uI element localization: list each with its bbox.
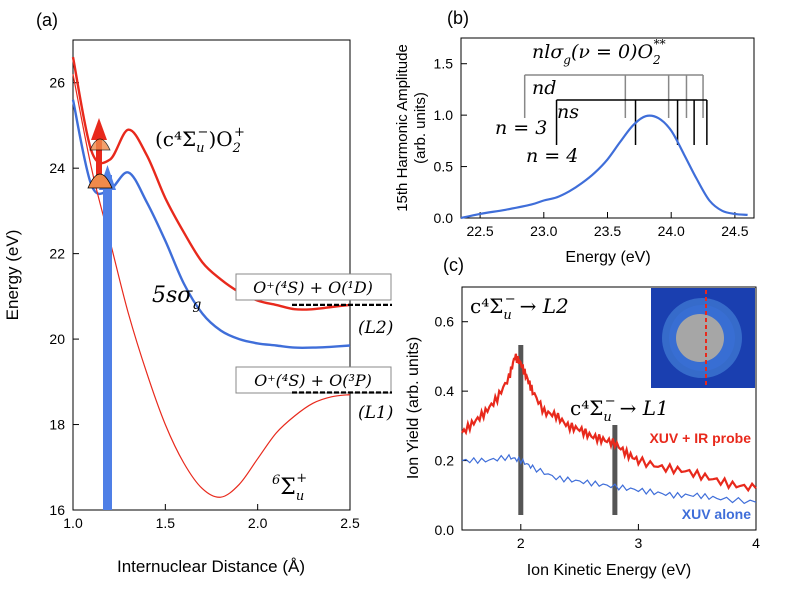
y-tick-label: 0.5 — [434, 159, 454, 175]
limit-L2-box — [235, 273, 392, 301]
x-tick-label: 2.0 — [248, 515, 268, 531]
x-tick-label: 3 — [635, 535, 643, 551]
panel-c-frame — [461, 286, 757, 531]
limit-L2-label: O⁺(⁴S) + O(¹D) — [253, 278, 373, 297]
wavepacket-upper — [89, 138, 111, 151]
arrow-L2-label: c⁴Σu− → L2 — [470, 292, 569, 323]
x-tick-label: 22.5 — [466, 223, 493, 239]
ns-label: ns — [557, 101, 579, 123]
y-tick-label: 0.0 — [434, 210, 454, 226]
x-tick-label: 23.5 — [594, 223, 621, 239]
panel-a-xlabel: Internuclear Distance (Å) — [117, 557, 305, 576]
x-tick-label: 2.5 — [340, 515, 360, 531]
y-tick-label: 26 — [49, 75, 65, 91]
harmonic-spectrum-line — [460, 114, 748, 220]
rydberg-state-label: 5sσg — [152, 283, 201, 313]
y-tick-label: 24 — [49, 160, 65, 176]
y-tick-label: 0.0 — [435, 522, 455, 538]
x-tick-label: 2 — [517, 535, 525, 551]
y-tick-label: 0.2 — [435, 453, 455, 469]
panel-a-ylabel: Energy (eV) — [3, 230, 22, 321]
limit-L1-box — [235, 366, 392, 394]
curve-repulsive-state — [72, 74, 351, 498]
panel-b-series-label: nlσg(ν = 0)O2** — [532, 37, 666, 67]
panel-c-xlabel: Ion Kinetic Energy (eV) — [527, 562, 692, 579]
panel-c-markers — [518, 345, 618, 515]
n3-label: n = 3 — [495, 117, 547, 139]
excitation-arrowhead-red — [91, 118, 107, 140]
limit-L2-tag: (L2) — [358, 318, 393, 338]
y-tick-label: 20 — [49, 331, 65, 347]
panel-b-xlabel: Energy (eV) — [565, 249, 650, 266]
y-tick-label: 1.5 — [434, 56, 454, 72]
upper-state-label: (c⁴Σu−)O2+ — [155, 125, 245, 156]
panel-c-ylabel: Ion Yield (arb. units) — [405, 337, 422, 479]
panel-b-ticks: 22.5 23.0 23.5 24.0 24.5 0.0 0.5 1.0 1.5 — [434, 56, 749, 239]
x-tick-label: 23.0 — [530, 223, 557, 239]
curve-rydberg-state — [71, 99, 351, 350]
y-tick-label: 0.4 — [435, 383, 455, 399]
excitation-arrow-red — [96, 140, 102, 180]
panel-a-curves — [71, 56, 351, 498]
wavepacket-lower — [87, 173, 113, 189]
panel-b-ylabel-line2: (arb. units) — [412, 92, 429, 164]
ion-yield-xuv-ir-line — [461, 353, 757, 493]
y-tick-label: 16 — [49, 502, 65, 518]
x-tick-label: 1.0 — [63, 515, 83, 531]
y-tick-label: 18 — [49, 417, 65, 433]
x-tick-label: 1.5 — [156, 515, 176, 531]
vmi-inset-image — [651, 288, 755, 388]
repulsive-state-label: 6Σu+ — [272, 471, 307, 504]
panel-c: (c) 2 3 40.00.20.40.6 c⁴Σu− → L2 c⁴Σu− → L1 … — [405, 255, 760, 579]
panel-b: (b) 22.5 23.0 23.5 24.0 24.5 0.0 0.5 1.0 1.5 nlσ… — [394, 8, 755, 266]
x-tick-label: 24.5 — [721, 223, 748, 239]
panel-c-label: (c) — [443, 255, 464, 275]
y-tick-label: 22 — [49, 246, 65, 262]
n4-label: n = 4 — [526, 145, 578, 167]
arrow-L1-label: c⁴Σu− → L1 — [570, 394, 669, 425]
panel-c-curves — [461, 353, 757, 505]
panel-b-rydberg-levels — [523, 74, 708, 145]
panel-a-ticks: 1.0 1.5 2.0 2.5 16 18 20 22 24 26 — [49, 75, 360, 531]
nd-label: nd — [532, 77, 556, 99]
y-tick-label: 0.6 — [435, 314, 455, 330]
panel-a-label: (a) — [36, 10, 58, 30]
x-tick-label: 4 — [752, 535, 760, 551]
excitation-arrow-blue — [103, 175, 112, 510]
limit-L1-tag: (L1) — [358, 403, 393, 423]
curve-upper-state — [71, 56, 351, 311]
y-tick-label: 1.0 — [434, 107, 454, 123]
x-tick-label: 24.0 — [658, 223, 685, 239]
panel-b-ylabel-line1: 15th Harmonic Amplitude — [394, 44, 411, 212]
legend-xuv-alone: XUV alone — [682, 506, 751, 522]
panel-b-curves — [460, 114, 748, 220]
panel-b-label: (b) — [447, 8, 469, 28]
panel-c-ticks: 2 3 4 0.0 0.2 0.4 0.6 — [435, 314, 761, 551]
limit-L1-label: O⁺(⁴S) + O(³P) — [254, 371, 372, 390]
legend-xuv-ir: XUV + IR probe — [649, 430, 751, 446]
ion-yield-xuv-alone-line — [461, 453, 757, 505]
